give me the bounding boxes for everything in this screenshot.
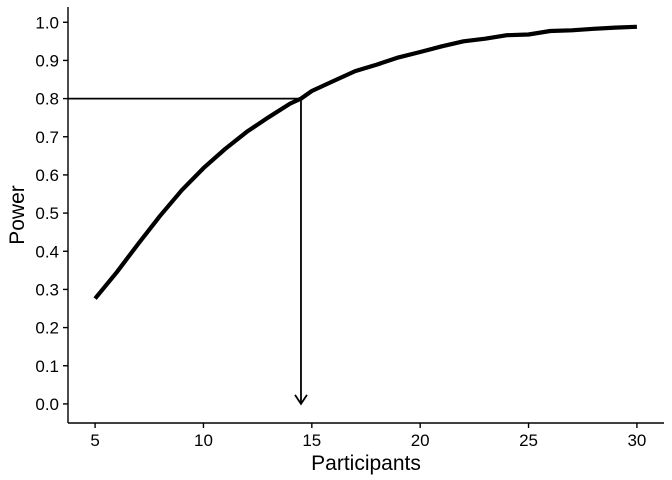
x-axis-title: Participants — [311, 452, 421, 475]
y-tick-label: 0.6 — [35, 166, 59, 185]
y-tick-label: 0.2 — [35, 319, 59, 338]
y-tick-label: 0.9 — [35, 51, 59, 70]
plot-area — [68, 24, 637, 406]
power-curve-line — [93, 24, 637, 300]
x-tick-label: 10 — [194, 431, 213, 450]
y-tick-label: 0.5 — [35, 204, 59, 223]
x-tick-label: 5 — [90, 431, 99, 450]
x-tick-label: 15 — [302, 431, 321, 450]
y-tick-label: 0.4 — [35, 242, 59, 261]
y-tick-label: 0.1 — [35, 357, 59, 376]
y-axis: 0.0 0.1 0.2 0.3 0.4 0.5 0.6 0.7 0.8 0.9 1.0 — [35, 7, 69, 423]
y-tick-label: 1.0 — [35, 13, 59, 32]
arrow-head-icon — [294, 394, 308, 406]
y-tick-label: 0.3 — [35, 280, 59, 299]
x-axis: 5 10 15 20 25 30 — [68, 422, 664, 450]
x-tick-label: 30 — [627, 431, 646, 450]
y-axis-title: Power — [6, 185, 29, 245]
y-tick-label: 0.0 — [35, 395, 59, 414]
y-tick-label: 0.7 — [35, 128, 59, 147]
x-tick-label: 25 — [519, 431, 538, 450]
x-tick-label: 20 — [411, 431, 430, 450]
y-tick-label: 0.8 — [35, 90, 59, 109]
